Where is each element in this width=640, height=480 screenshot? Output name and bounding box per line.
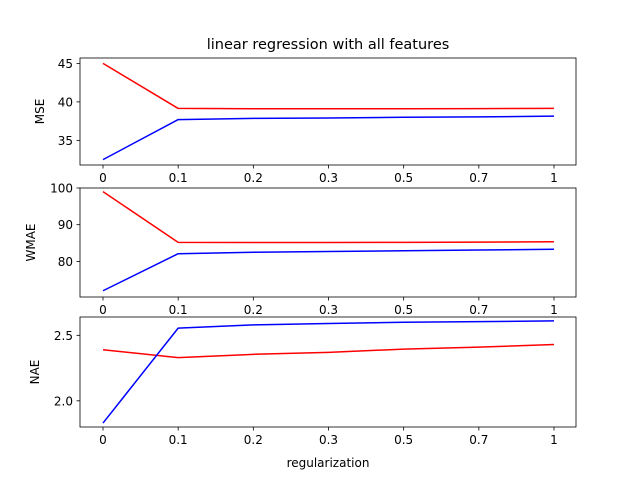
x-tick-label: 0.3 xyxy=(319,303,338,317)
x-tick-label: 0.5 xyxy=(394,433,413,447)
chart-title: linear regression with all features xyxy=(207,37,450,53)
series-line-1 xyxy=(102,343,555,359)
axes-frame xyxy=(79,187,577,298)
y-tick-label: 2.5 xyxy=(54,329,73,343)
series-line-1 xyxy=(102,62,555,110)
x-tick-label: 1 xyxy=(550,171,558,185)
x-tick-label: 0.1 xyxy=(169,303,188,317)
subplot-1: 0 0.1 0.2 0.3 0.5 0.7 1 35 40 45 MSE xyxy=(33,57,577,185)
y-tick-label: 40 xyxy=(58,95,73,109)
x-tick-label: 0.7 xyxy=(469,433,488,447)
x-tick-label: 0.3 xyxy=(319,171,338,185)
axes-frame xyxy=(79,57,577,166)
x-tick-label: 0.2 xyxy=(244,171,263,185)
y-tick-label: 45 xyxy=(58,57,73,71)
x-tick-label: 0.1 xyxy=(169,433,188,447)
x-tick-label: 0.5 xyxy=(394,303,413,317)
y-tick-label: 2.0 xyxy=(54,394,73,408)
series-line-1 xyxy=(102,191,555,244)
y-tick-label: 90 xyxy=(58,218,73,232)
x-tick-label: 0 xyxy=(99,303,107,317)
axes-frame xyxy=(79,316,577,428)
series-line-2 xyxy=(102,248,555,292)
y-tick-label: 100 xyxy=(50,182,73,196)
x-tick-label: 0 xyxy=(99,171,107,185)
y-axis-label: MSE xyxy=(33,99,47,125)
x-tick-label: 1 xyxy=(550,433,558,447)
subplot-3: 0 0.1 0.2 0.3 0.5 0.7 1 2.0 2.5 NAE xyxy=(28,316,577,447)
y-tick-label: 80 xyxy=(58,255,73,269)
series-line-2 xyxy=(102,320,555,424)
y-axis-label: NAE xyxy=(28,360,42,385)
y-tick-label: 35 xyxy=(58,134,73,148)
x-tick-label: 1 xyxy=(550,303,558,317)
x-tick-label: 0.7 xyxy=(469,171,488,185)
x-tick-label: 0.5 xyxy=(394,171,413,185)
y-axis-label: WMAE xyxy=(24,223,38,261)
x-tick-label: 0.3 xyxy=(319,433,338,447)
x-tick-label: 0.2 xyxy=(244,433,263,447)
x-tick-label: 0.1 xyxy=(169,171,188,185)
series-line-2 xyxy=(102,115,555,161)
x-axis-label: regularization xyxy=(287,456,370,470)
x-tick-label: 0 xyxy=(99,433,107,447)
x-tick-label: 0.2 xyxy=(244,303,263,317)
x-tick-label: 0.7 xyxy=(469,303,488,317)
subplot-2: 0 0.1 0.2 0.3 0.5 0.7 1 80 90 100 WMAE xyxy=(24,182,577,317)
